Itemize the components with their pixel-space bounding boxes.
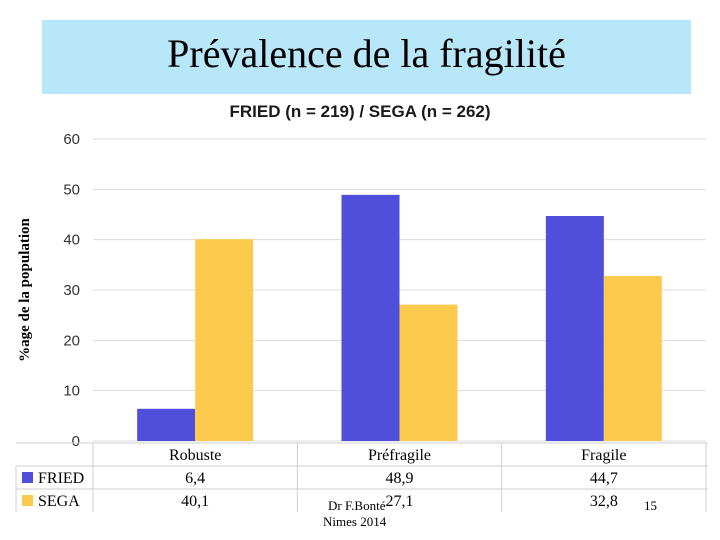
data-label: 27,1 bbox=[386, 493, 414, 510]
y-tick-label: 50 bbox=[63, 181, 80, 198]
bar-sega-1 bbox=[399, 304, 458, 441]
bar-fried-1 bbox=[341, 194, 400, 441]
bar-sega-0 bbox=[195, 239, 254, 441]
bar-fried-2 bbox=[545, 216, 604, 441]
y-tick-label: 60 bbox=[63, 131, 80, 148]
legend-swatch-sega bbox=[22, 495, 33, 506]
y-tick-label: 20 bbox=[63, 332, 80, 349]
y-tick-label: 40 bbox=[63, 232, 80, 249]
legend-label-sega: SEGA bbox=[38, 493, 80, 510]
legend-label-fried: FRIED bbox=[38, 470, 84, 487]
page-number: 15 bbox=[644, 498, 657, 513]
y-axis-label: %age de la population bbox=[17, 217, 33, 361]
x-category-label: Fragile bbox=[581, 447, 626, 464]
legend-swatch-fried bbox=[22, 472, 33, 483]
data-label: 44,7 bbox=[590, 470, 618, 487]
bar-fried-0 bbox=[137, 408, 196, 441]
y-tick-label: 10 bbox=[63, 383, 80, 400]
y-tick-label: 0 bbox=[72, 433, 80, 450]
data-label: 32,8 bbox=[590, 493, 618, 510]
y-tick-label: 30 bbox=[63, 282, 80, 299]
slide-title: Prévalence de la fragilité bbox=[167, 31, 566, 76]
data-label: 40,1 bbox=[181, 493, 209, 510]
x-category-label: Robuste bbox=[169, 447, 221, 464]
data-label: 48,9 bbox=[386, 470, 414, 487]
title-band bbox=[42, 20, 691, 94]
place-footer: Nimes 2014 bbox=[323, 514, 387, 529]
author-footer: Dr F.Bonté bbox=[328, 498, 386, 513]
x-category-label: Préfragile bbox=[368, 447, 431, 464]
chart-title: FRIED (n = 219) / SEGA (n = 262) bbox=[229, 102, 490, 121]
data-label: 6,4 bbox=[185, 470, 205, 487]
bar-sega-2 bbox=[603, 275, 662, 441]
